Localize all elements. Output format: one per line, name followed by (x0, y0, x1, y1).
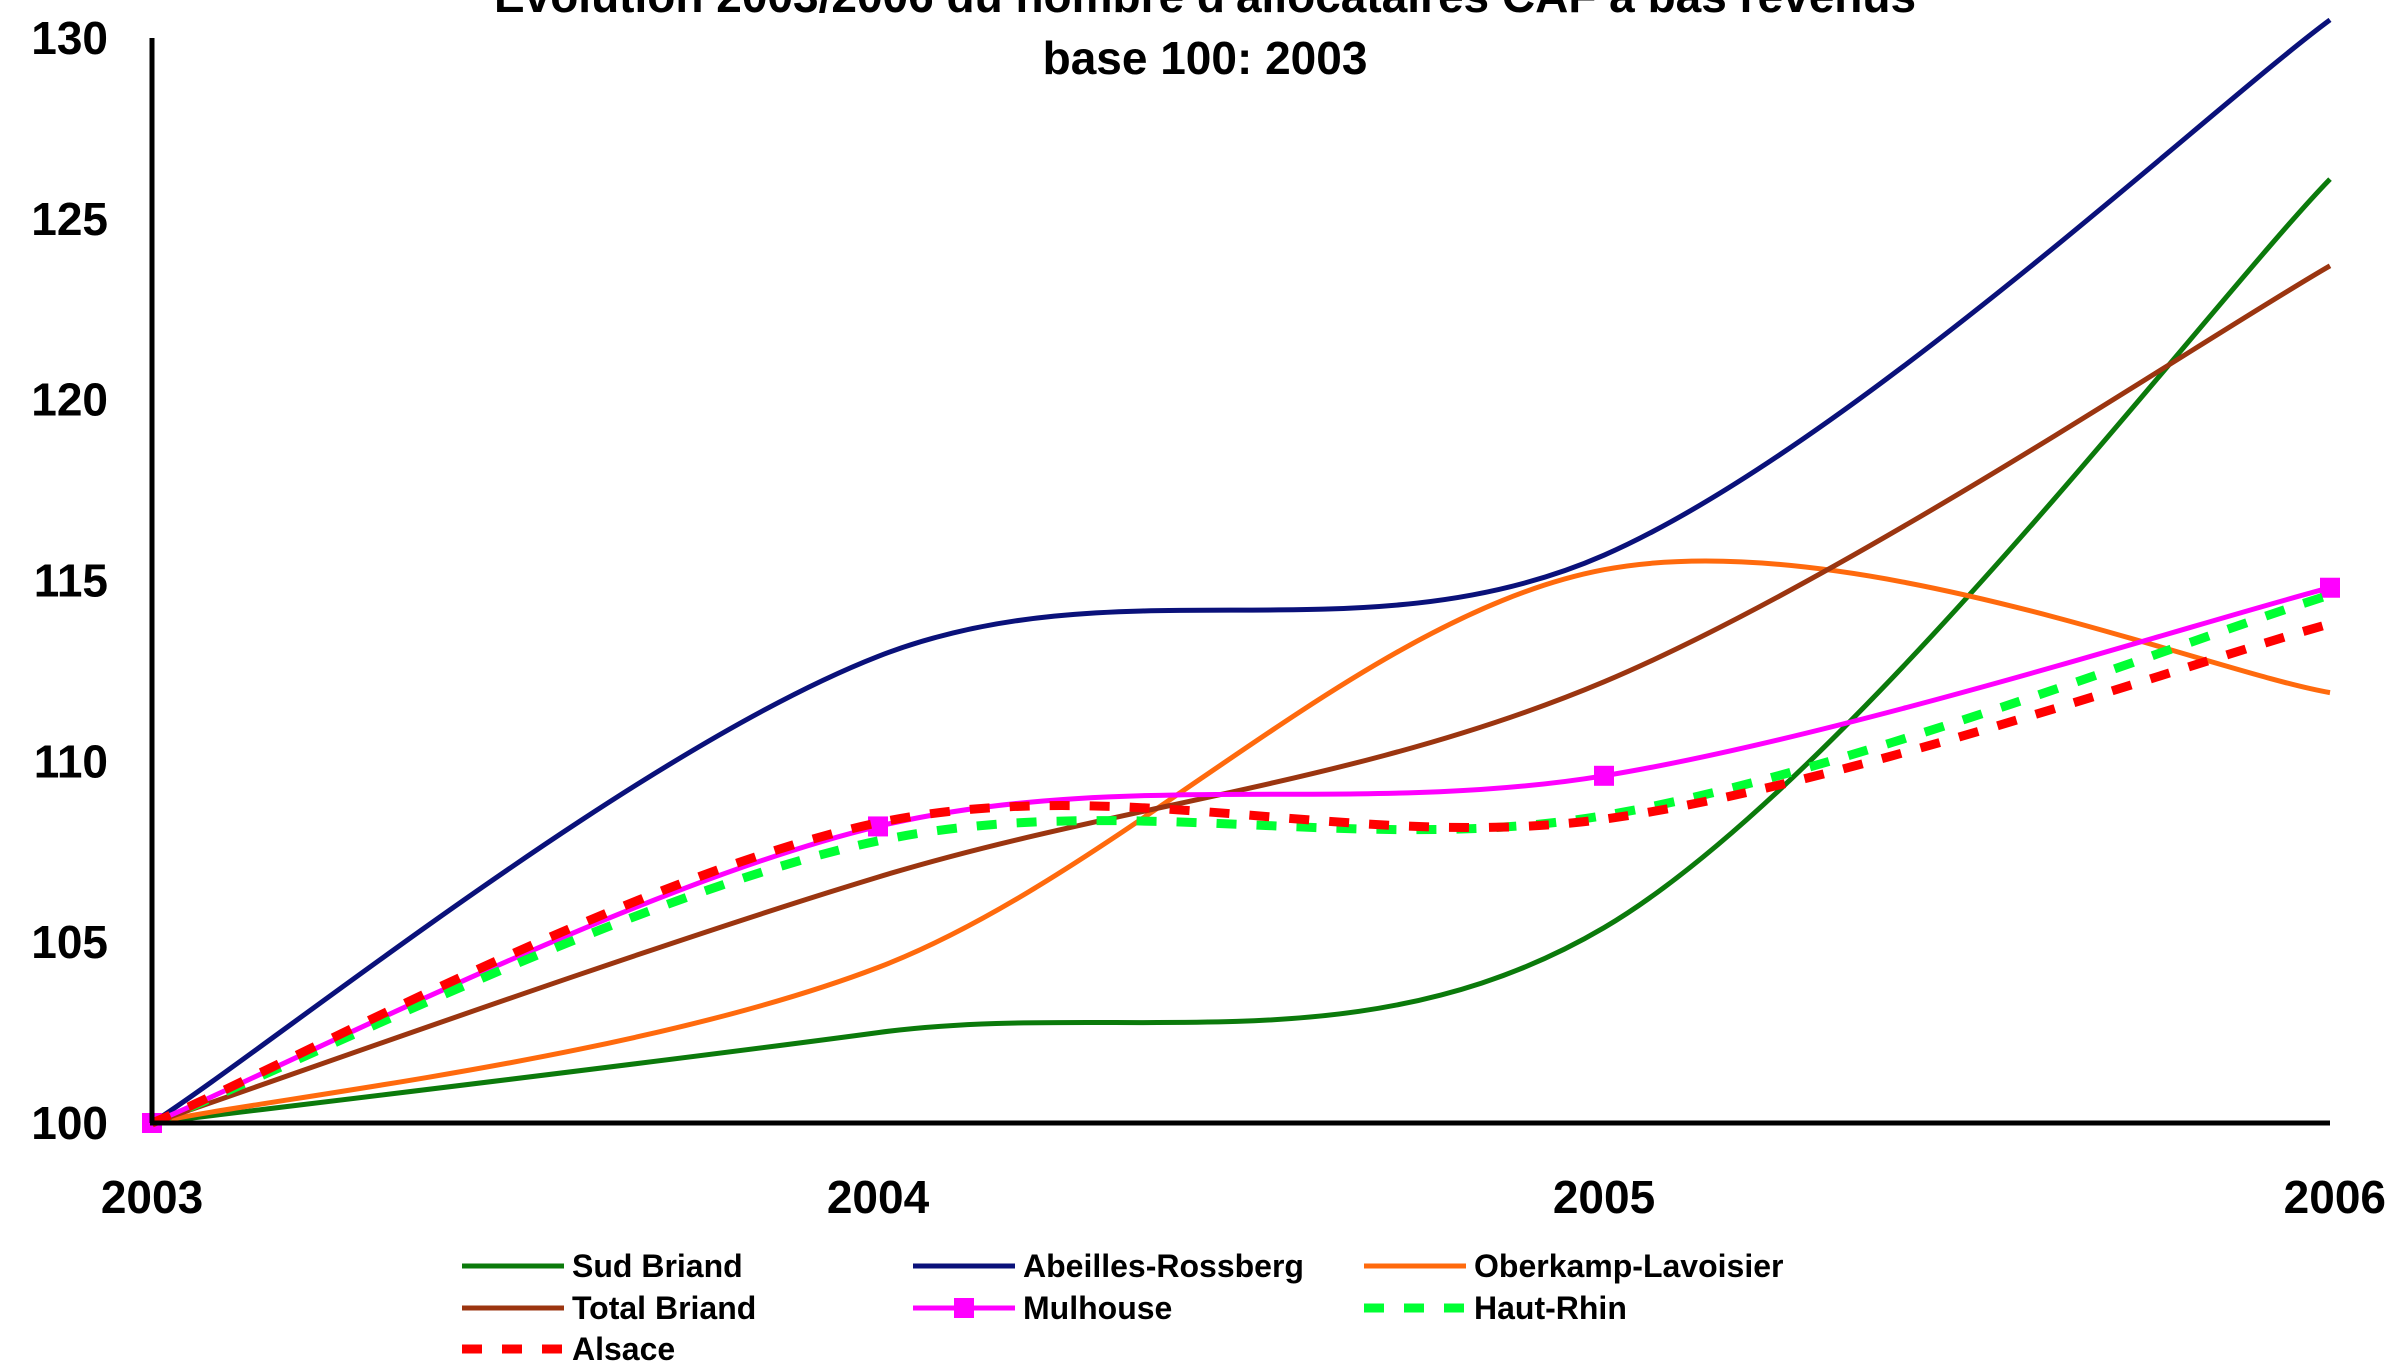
series-line-alsace (150, 619, 2332, 1128)
legend-item-alsace: Alsace (462, 1331, 675, 1367)
legend-label-total-briand: Total Briand (572, 1290, 756, 1326)
legend-label-oberkamp-lavoisier: Oberkamp-Lavoisier (1474, 1248, 1783, 1284)
x-tick-label: 2005 (1553, 1171, 1655, 1223)
data-point-mulhouse-2005 (1594, 765, 1614, 786)
series-line-haut-rhin (150, 590, 2332, 1128)
x-tick-labels: 2003 2004 2005 2006 (101, 1171, 2386, 1223)
series-line-sud-briand (151, 177, 2332, 1126)
data-point-mulhouse-2004 (868, 816, 888, 837)
legend-label-alsace: Alsace (572, 1331, 675, 1367)
y-tick-label: 125 (31, 193, 108, 245)
x-tick-label: 2006 (2284, 1171, 2386, 1223)
legend-item-sud-briand: Sud Briand (462, 1248, 743, 1284)
y-tick-label: 100 (31, 1097, 108, 1149)
legend-label-mulhouse: Mulhouse (1023, 1290, 1172, 1326)
data-point-mulhouse-2006 (2320, 577, 2340, 598)
legend-item-total-briand: Total Briand (462, 1290, 756, 1326)
legend-item-mulhouse: Mulhouse (913, 1290, 1172, 1326)
y-tick-labels: 100 105 110 115 120 125 130 (31, 12, 108, 1149)
series-group (142, 17, 2340, 1133)
legend-item-abeilles-rossberg: Abeilles-Rossberg (913, 1248, 1304, 1284)
legend-marker-mulhouse (954, 1298, 974, 1318)
axes-group (149, 38, 2330, 1126)
chart-subtitle: base 100: 2003 (1043, 32, 1368, 84)
chart-title: Evolution 2003/2006 du nombre d'allocata… (494, 0, 1916, 22)
y-tick-label: 130 (31, 12, 108, 64)
legend: Sud Briand Abeilles-Rossberg Oberkamp-Lavo… (462, 1248, 1783, 1367)
x-tick-label: 2004 (827, 1171, 930, 1223)
legend-label-sud-briand: Sud Briand (572, 1248, 743, 1284)
x-tick-label: 2003 (101, 1171, 203, 1223)
series-line-abeilles-rossberg (150, 17, 2332, 1126)
legend-label-haut-rhin: Haut-Rhin (1474, 1290, 1627, 1326)
legend-item-oberkamp-lavoisier: Oberkamp-Lavoisier (1364, 1248, 1783, 1284)
y-tick-label: 120 (31, 374, 108, 426)
chart-title-group: Evolution 2003/2006 du nombre d'allocata… (494, 0, 1916, 84)
legend-item-haut-rhin: Haut-Rhin (1364, 1290, 1627, 1326)
series-line-mulhouse (151, 585, 2331, 1126)
y-tick-label: 110 (34, 735, 108, 787)
y-tick-label: 115 (34, 555, 108, 607)
series-line-oberkamp-lavoisier (151, 558, 2331, 1126)
y-tick-label: 105 (31, 916, 108, 968)
legend-label-abeilles-rossberg: Abeilles-Rossberg (1023, 1248, 1304, 1284)
series-line-total-briand (151, 263, 2332, 1126)
